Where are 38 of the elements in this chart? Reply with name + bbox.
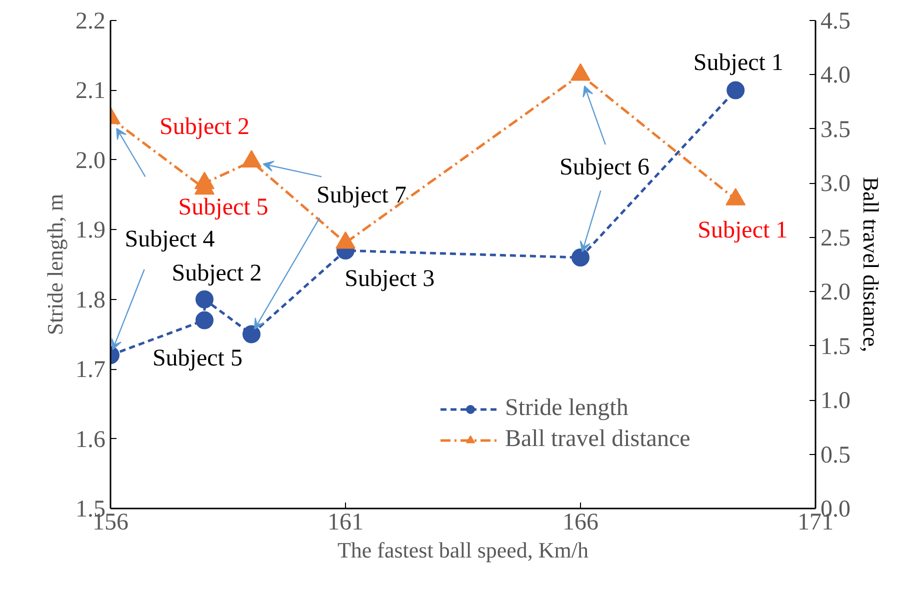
y-tick-label: 2.0 [76,148,106,174]
y2-tick-label: 4.5 [820,8,850,34]
y-tick-label: 1.7 [76,357,106,384]
point [242,325,260,344]
annotation: Subject 3 [344,266,435,292]
y-axis-title: Stride length, m [42,194,68,336]
annotation: Subject 2 [160,114,250,140]
point [196,311,214,330]
y-tick-label: 1.6 [76,426,106,453]
x-tick-label: 161 [328,510,364,536]
y-tick-label: 1.8 [76,287,106,314]
annotation: Subject 5 [178,194,268,220]
legend-label: Ball travel distance [505,426,690,453]
annotation: Subject 4 [124,226,215,252]
y2-tick-label: 2.0 [820,280,850,306]
x-axis-title: The fastest ball speed, Km/h [337,538,589,562]
annotation: Subject 1 [698,217,788,244]
point [196,290,214,308]
y2-tick-label: 4.0 [820,62,850,89]
y2-tick-label: 3.0 [820,171,850,198]
x-tick-label: 166 [562,510,598,536]
annotation: Subject 2 [172,260,262,287]
y2-tick-label: 0.5 [820,442,850,468]
point [726,81,745,100]
annotation: Subject 5 [152,346,242,372]
annotation: Subject 1 [693,50,784,76]
y2-axis-title: Ball travel distance, [858,176,884,352]
y-tick-label: 1.9 [76,218,106,244]
y2-tick-label: 1.5 [820,334,850,360]
legend-label: Stride length [505,395,628,422]
y2-tick-label: 1.0 [820,388,850,414]
point [572,248,590,267]
y-tick-label: 2.2 [76,8,106,34]
y2-tick-label: 2.5 [820,225,850,252]
y-tick-label: 2.1 [76,78,106,104]
annotation: Subject 7 [316,182,406,208]
annotation: Subject 6 [559,154,650,181]
y2-tick-label: 3.5 [820,116,850,143]
